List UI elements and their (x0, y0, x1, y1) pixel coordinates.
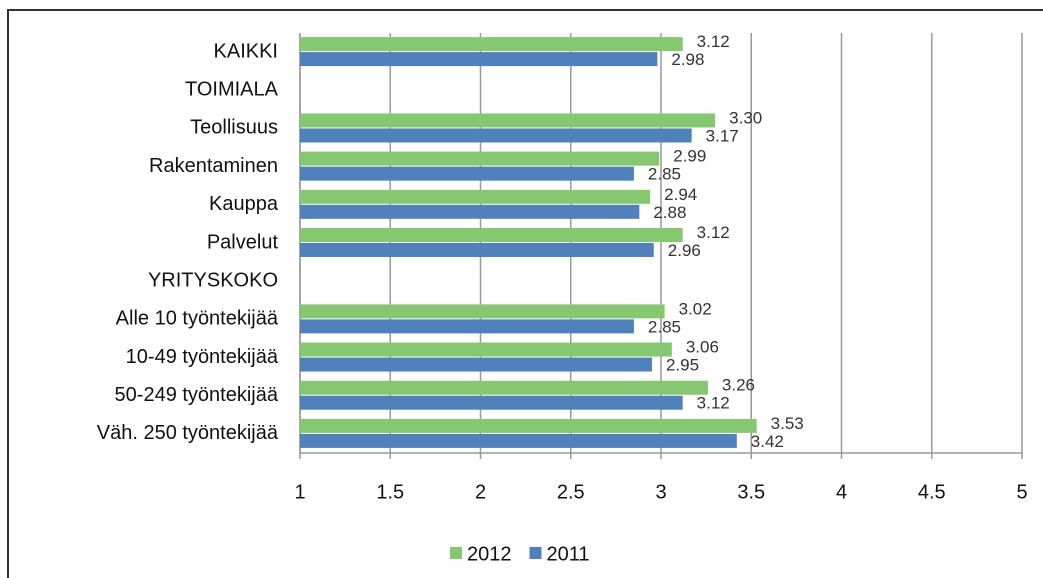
value-label: 2.94 (664, 185, 697, 204)
value-label: 3.02 (679, 299, 712, 318)
category-label: KAIKKI (214, 40, 278, 62)
bar (300, 37, 683, 52)
x-tick-label: 1.5 (376, 481, 404, 503)
value-label: 2.99 (673, 147, 706, 166)
value-label: 2.95 (666, 356, 699, 375)
value-label: 3.53 (771, 414, 804, 433)
value-label: 3.30 (729, 108, 762, 127)
bar (300, 128, 692, 143)
value-label: 3.26 (722, 376, 755, 395)
value-label: 2.85 (648, 165, 681, 184)
x-tick-label: 2 (475, 481, 486, 503)
bar (300, 418, 757, 433)
value-label: 2.85 (648, 317, 681, 336)
category-label: 10-49 työntekijää (126, 346, 279, 368)
bar (300, 380, 708, 395)
value-label: 2.96 (668, 241, 701, 260)
legend-swatch (529, 547, 542, 559)
bar (300, 342, 672, 357)
category-label: Teollisuus (190, 117, 278, 139)
x-tick-label: 2.5 (557, 481, 585, 503)
legend-swatch (450, 547, 462, 559)
value-label: 3.17 (706, 126, 739, 145)
value-label: 2.88 (653, 203, 686, 222)
bar (300, 166, 634, 181)
bar (300, 304, 665, 319)
bar (300, 113, 716, 128)
category-label: Alle 10 työntekijää (116, 308, 279, 330)
category-label: TOIMIALA (185, 79, 279, 101)
x-tick-label: 1 (294, 481, 305, 503)
category-label: Kauppa (209, 193, 279, 215)
bar (300, 433, 737, 448)
bar (300, 243, 654, 257)
value-label: 3.06 (686, 338, 719, 357)
x-tick-label: 4.5 (918, 481, 946, 503)
bar (300, 52, 658, 67)
value-label: 2.98 (671, 50, 704, 69)
value-label: 3.42 (751, 432, 784, 451)
bar (300, 228, 683, 242)
category-label: YRITYSKOKO (148, 269, 278, 291)
value-label: 3.12 (697, 394, 730, 413)
x-tick-label: 3.5 (737, 481, 765, 503)
bar (300, 357, 652, 372)
bar (300, 395, 683, 410)
value-label: 3.12 (697, 223, 730, 242)
category-label: Väh. 250 työntekijää (97, 422, 279, 444)
bar (300, 319, 634, 334)
value-label: 3.12 (697, 32, 730, 51)
bar (300, 189, 651, 204)
bar (300, 151, 660, 166)
x-tick-label: 3 (655, 481, 666, 503)
legend-label: 2012 (467, 543, 512, 565)
bar (300, 204, 640, 219)
x-tick-label: 5 (1016, 481, 1027, 503)
x-tick-label: 4 (836, 481, 847, 503)
category-label: 50-249 työntekijää (115, 384, 279, 406)
category-label: Rakentaminen (149, 155, 278, 177)
legend-label: 2011 (547, 543, 590, 565)
category-label: Palvelut (207, 231, 279, 253)
chart-frame (7, 9, 1043, 578)
